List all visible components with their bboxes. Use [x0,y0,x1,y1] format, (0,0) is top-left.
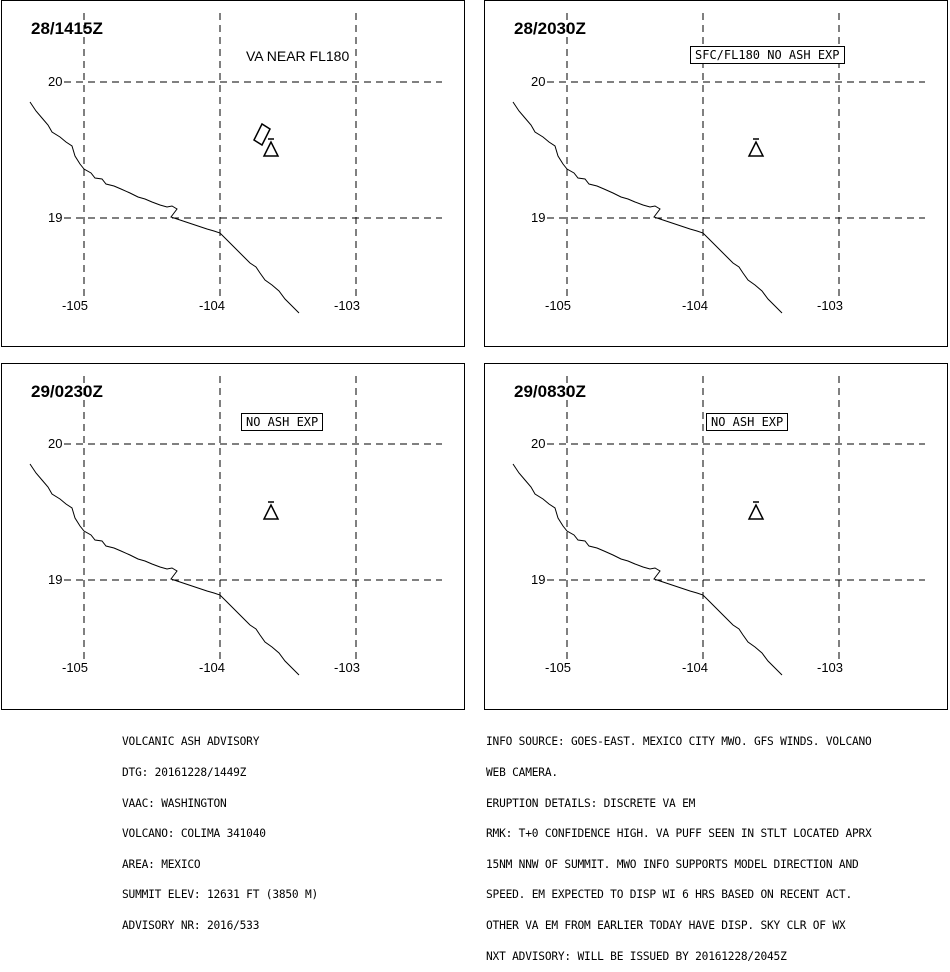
map-panel-1-graphics [29,13,442,314]
advisory-left-line: SUMMIT ELEV: 12631 FT (3850 M) [122,888,319,902]
map-panel-1: 28/1415Z VA NEAR FL180 20 19 -105 -104 -… [1,0,465,347]
panel-3-lon-104: -104 [199,660,226,675]
coastline [512,463,783,676]
panel-2-lon-104: -104 [682,298,709,313]
panel-4-lon-105: -105 [545,660,572,675]
map-panel-3: 29/0230Z NO ASH EXP 20 19 -105 -104 -103 [1,363,465,710]
advisory-left-block: VOLCANIC ASH ADVISORY DTG: 20161228/1449… [122,717,318,941]
panel-3-lon-103: -103 [334,660,361,675]
panel-1-note: VA NEAR FL180 [246,48,350,64]
advisory-right-line: OTHER VA EM FROM EARLIER TODAY HAVE DISP… [486,919,846,933]
panel-2-lat-19: 19 [531,210,546,225]
ash-cloud-polygon [253,122,271,147]
advisory-left-line: VOLCANIC ASH ADVISORY [122,735,260,749]
panel-2-lon-105: -105 [545,298,572,313]
volcano-triangle-icon [262,138,280,157]
panel-3-lat-19: 19 [48,572,63,587]
advisory-right-line: RMK: T+0 CONFIDENCE HIGH. VA PUFF SEEN I… [486,827,872,841]
panel-4-note: NO ASH EXP [706,413,789,431]
panel-3-time: 29/0230Z [31,382,103,401]
graticule [547,376,925,659]
advisory-right-line: 15NM NNW OF SUMMIT. MWO INFO SUPPORTS MO… [486,857,859,871]
coastline [29,463,300,676]
graticule [547,13,925,296]
panel-2-time: 28/2030Z [514,19,586,38]
advisory-right-line: ERUPTION DETAILS: DISCRETE VA EM [486,796,696,810]
advisory-left-line: VOLCANO: COLIMA 341040 [122,827,266,841]
map-panel-2: 28/2030Z SFC/FL180 NO ASH EXP 20 19 -105… [484,0,948,347]
volcano-triangle-icon [262,501,280,520]
panel-3-lat-20: 20 [48,436,63,451]
panel-2-note: SFC/FL180 NO ASH EXP [690,46,845,64]
advisory-left-line: AREA: MEXICO [122,857,201,871]
panel-1-lon-104: -104 [199,298,226,313]
map-panel-2-graphics [512,13,925,314]
volcano-triangle-icon [747,501,765,520]
advisory-left-line: DTG: 20161228/1449Z [122,766,247,780]
panel-1-lon-103: -103 [334,298,361,313]
panel-1-lon-105: -105 [62,298,89,313]
map-panel-4: 29/0830Z NO ASH EXP 20 19 -105 -104 -103 [484,363,948,710]
advisory-right-block: INFO SOURCE: GOES-EAST. MEXICO CITY MWO.… [486,717,872,972]
volcano-triangle-icon [747,138,765,157]
panel-2-lat-20: 20 [531,74,546,89]
map-panel-3-graphics [29,376,442,676]
advisory-right-line: WEB CAMERA. [486,766,558,780]
advisory-right-line: INFO SOURCE: GOES-EAST. MEXICO CITY MWO.… [486,735,872,749]
panel-3-lon-105: -105 [62,660,89,675]
panel-3-note: NO ASH EXP [241,413,324,431]
graticule [64,13,442,296]
panel-4-lon-103: -103 [817,660,844,675]
panel-4-lon-104: -104 [682,660,709,675]
panel-2-lon-103: -103 [817,298,844,313]
panel-1-time: 28/1415Z [31,19,103,38]
panel-4-lat-19: 19 [531,572,546,587]
graticule [64,376,442,659]
coastline [512,101,783,314]
coastline [29,101,300,314]
advisory-left-line: ADVISORY NR: 2016/533 [122,919,260,933]
panel-4-lat-20: 20 [531,436,546,451]
advisory-right-line: NXT ADVISORY: WILL BE ISSUED BY 20161228… [486,949,787,963]
panel-4-time: 29/0830Z [514,382,586,401]
map-panel-4-graphics [512,376,925,676]
panel-1-lat-20: 20 [48,74,63,89]
advisory-left-line: VAAC: WASHINGTON [122,796,227,810]
advisory-right-line: SPEED. EM EXPECTED TO DISP WI 6 HRS BASE… [486,888,852,902]
panel-1-lat-19: 19 [48,210,63,225]
